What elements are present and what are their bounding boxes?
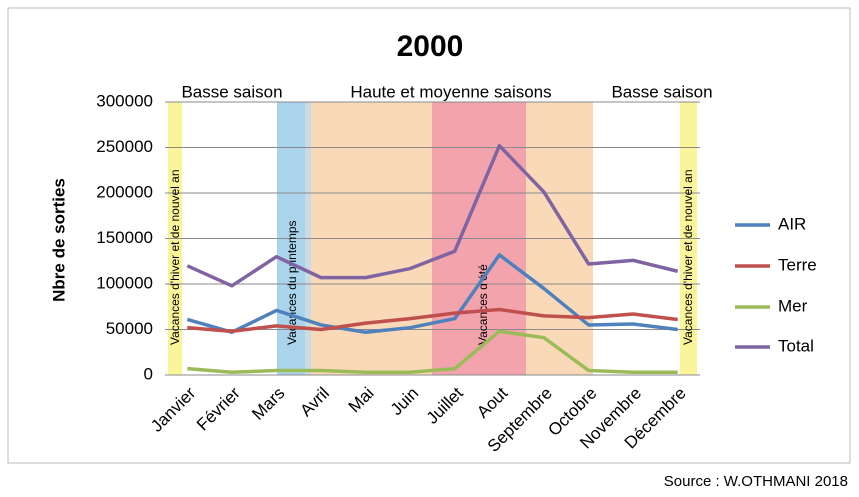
legend-label: AIR	[778, 214, 806, 233]
y-tick-label: 0	[144, 364, 153, 383]
y-tick-label: 200000	[96, 182, 153, 201]
legend-label: Terre	[778, 255, 817, 274]
period-label: Vacances d'hiver et de nouvel an	[168, 169, 182, 345]
y-tick-label: 50000	[106, 319, 153, 338]
chart-title: 2000	[397, 30, 464, 63]
series-line	[187, 307, 678, 334]
source: Source : W.OTHMANI 2018	[664, 473, 848, 490]
legend-label: Total	[778, 336, 814, 355]
legend-label: Mer	[778, 296, 808, 315]
y-tick-label: 150000	[96, 228, 153, 247]
series-line	[187, 329, 678, 375]
season-label: Basse saison	[611, 82, 712, 101]
period-label: Vacances d'hiver et de nouvel an	[681, 169, 695, 345]
y-axis-label: Nbre de sorties	[49, 178, 68, 302]
season-label: Haute et moyenne saisons	[350, 82, 551, 101]
y-tick-label: 100000	[96, 273, 153, 292]
y-tick-label: 250000	[96, 137, 153, 156]
series-line	[186, 143, 679, 288]
series-line	[186, 253, 678, 334]
y-tick-label: 300000	[96, 91, 153, 110]
season-label: Basse saison	[181, 82, 282, 101]
